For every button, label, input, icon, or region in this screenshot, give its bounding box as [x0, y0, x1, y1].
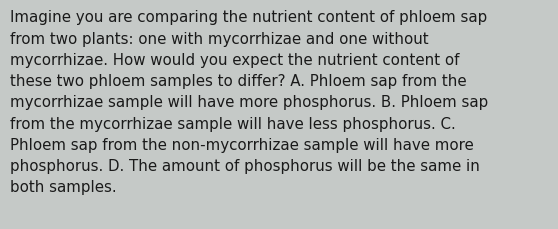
Text: Imagine you are comparing the nutrient content of phloem sap
from two plants: on: Imagine you are comparing the nutrient c… [10, 10, 488, 194]
